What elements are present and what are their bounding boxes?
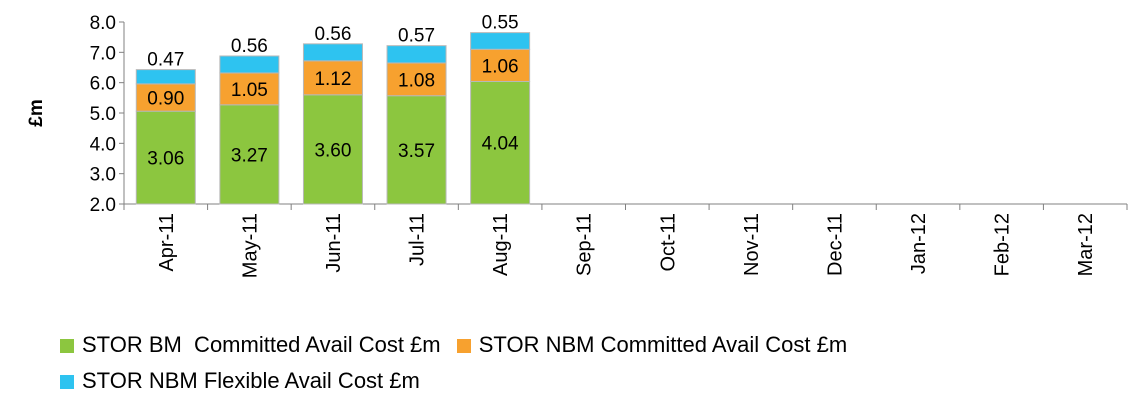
- legend-label-stor-nbm-flexible: STOR NBM Flexible Avail Cost £m: [82, 368, 420, 393]
- data-label: 3.27: [231, 145, 268, 166]
- y-tick-label: 4.0: [90, 134, 116, 155]
- y-tick-label: 5.0: [90, 104, 116, 125]
- stacked-bar-chart: 2.0 3.0 4.0 5.0 6.0 7.0 8.0 £m Apr-11 May-11 Jun-1…: [26, 13, 1128, 278]
- y-tick-label: 7.0: [90, 43, 116, 64]
- data-label: 3.60: [314, 140, 351, 161]
- x-tick-label: Oct-11: [657, 213, 679, 272]
- legend-item-stor-bm-committed: STOR BM Committed Avail Cost £m: [60, 332, 441, 358]
- legend-label-stor-bm-committed: STOR BM Committed Avail Cost £m: [82, 332, 441, 357]
- data-label: 1.06: [482, 56, 519, 77]
- legend-label-stor-nbm-committed: STOR NBM Committed Avail Cost £m: [478, 332, 848, 357]
- x-tick-label: Feb-12: [992, 213, 1014, 276]
- legend-item-stor-nbm-flexible: STOR NBM Flexible Avail Cost £m: [60, 368, 420, 394]
- data-label: 0.47: [147, 50, 184, 71]
- legend-swatch-stor-nbm-flexible: [60, 375, 74, 389]
- data-label: 3.06: [147, 149, 184, 170]
- y-axis-label: £m: [26, 99, 47, 126]
- y-tick-label: 3.0: [90, 165, 116, 186]
- data-label: 1.05: [231, 80, 268, 101]
- legend-item-stor-nbm-committed: STOR NBM Committed Avail Cost £m: [456, 332, 848, 358]
- data-label: 0.56: [314, 24, 351, 45]
- x-tick-label: Nov-11: [741, 213, 763, 276]
- bar-segment: [302, 43, 363, 62]
- data-label: 3.57: [398, 141, 435, 162]
- bar-segment: [135, 69, 196, 85]
- data-label: 4.04: [482, 134, 519, 155]
- legend-swatch-stor-bm-committed: [60, 339, 74, 353]
- x-tick-label: Jan-12: [908, 213, 930, 274]
- y-tick-label: 8.0: [90, 13, 116, 34]
- data-label: 0.90: [147, 89, 184, 110]
- bar-segment: [386, 95, 447, 205]
- bar-segment: [302, 94, 363, 205]
- bar-segment: [135, 110, 196, 205]
- chart-legend: STOR BM Committed Avail Cost £m STOR NBM…: [60, 332, 1130, 404]
- data-label: 0.56: [231, 36, 268, 57]
- x-tick-label: Jul-11: [407, 213, 429, 266]
- bar-segment: [219, 55, 280, 74]
- x-tick-label: Aug-11: [490, 213, 512, 276]
- data-label: 1.08: [398, 70, 435, 91]
- data-label: 1.12: [314, 69, 351, 90]
- x-tick-label: Jun-11: [323, 213, 345, 273]
- bar-segment: [470, 32, 531, 50]
- x-tick-label: Apr-11: [156, 213, 178, 272]
- x-tick-label: May-11: [239, 213, 261, 278]
- bar-segment: [302, 60, 363, 96]
- data-label: 0.57: [398, 26, 435, 47]
- x-tick-label: Mar-12: [1075, 213, 1097, 276]
- x-tick-label: Sep-11: [574, 213, 596, 276]
- bar-segment: [470, 80, 531, 205]
- bar-segment: [386, 45, 447, 64]
- data-label: 0.55: [482, 13, 519, 34]
- legend-swatch-stor-nbm-committed: [456, 339, 471, 353]
- x-tick-label: Dec-11: [824, 213, 846, 276]
- y-tick-label: 2.0: [90, 195, 116, 216]
- y-tick-label: 6.0: [90, 74, 116, 95]
- bar-segment: [219, 104, 280, 205]
